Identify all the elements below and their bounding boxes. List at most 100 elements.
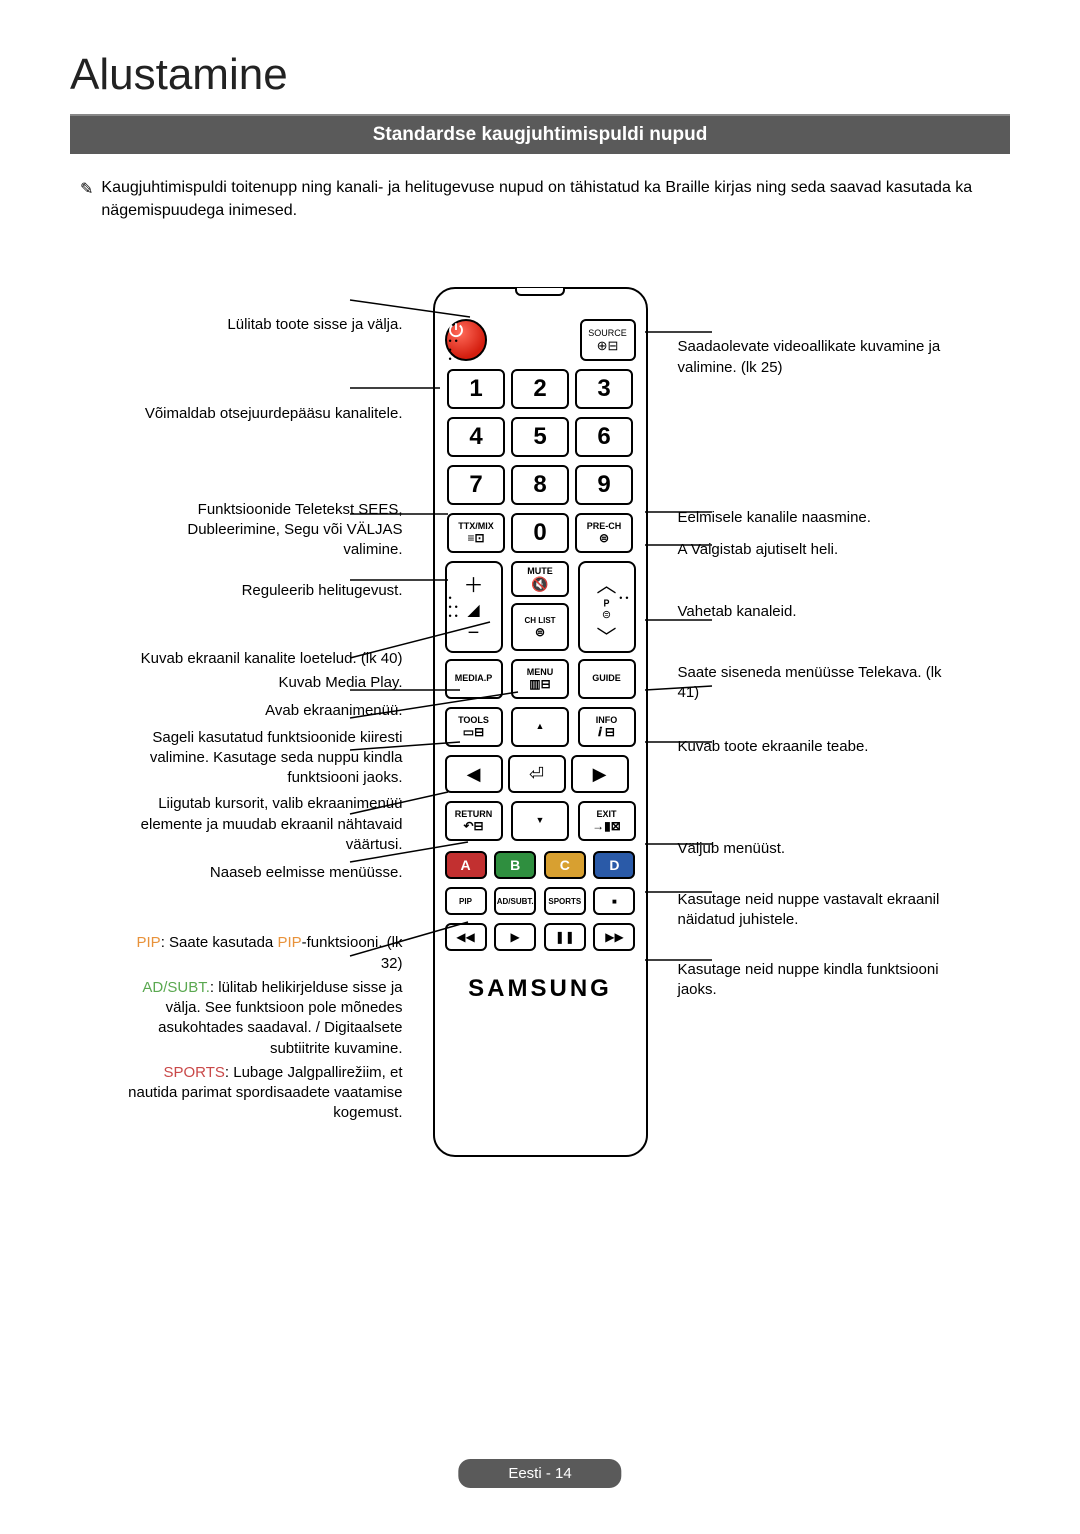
mute-button[interactable]: MUTE🔇 bbox=[511, 561, 569, 597]
callout-source: Saadaolevate videoallikate kuvamine ja v… bbox=[678, 337, 953, 378]
callout-ch: Vahetab kanaleid. bbox=[678, 602, 953, 622]
up-button[interactable]: ▲ bbox=[511, 707, 569, 747]
callout-menu: Avab ekraanimenüü. bbox=[128, 701, 403, 721]
vol-icon: ◢ bbox=[467, 600, 479, 620]
sports-button[interactable]: SPORTS bbox=[544, 887, 586, 915]
pip-button[interactable]: PIP bbox=[445, 887, 487, 915]
color-d-button[interactable]: D bbox=[593, 851, 635, 879]
source-button[interactable]: SOURCE ⊕⊟ bbox=[580, 319, 636, 361]
num-6-button[interactable]: 6 bbox=[575, 417, 633, 457]
braille-dots-ml: ••••• bbox=[449, 594, 461, 621]
callout-ttx: Funktsioonide Teletekst SEES, Dubleerimi… bbox=[128, 500, 403, 561]
callout-chlist: Kuvab ekraanil kanalite loetelud. (lk 40… bbox=[128, 649, 403, 669]
page-footer: Eesti - 14 bbox=[458, 1459, 621, 1488]
enter-button[interactable]: ⏎ bbox=[508, 755, 566, 793]
vol-down-icon: − bbox=[468, 622, 480, 645]
num-0-button[interactable]: 0 bbox=[511, 513, 569, 553]
mute-label: MUTE bbox=[527, 566, 553, 576]
tools-button[interactable]: TOOLS▭⊟ bbox=[445, 707, 503, 747]
ch-icon: ⊜ bbox=[602, 608, 611, 621]
tools-icon: ▭⊟ bbox=[463, 726, 484, 739]
braille-note: ✎ Kaugjuhtimispuldi toitenupp ning kanal… bbox=[70, 176, 1010, 222]
ttx-button[interactable]: TTX/MIX≡⊡ bbox=[447, 513, 505, 553]
forward-button[interactable]: ▶▶ bbox=[593, 923, 635, 951]
callout-return: Naaseb eelmisse menüüsse. bbox=[128, 863, 403, 883]
stop-button[interactable]: ■ bbox=[593, 887, 635, 915]
num-9-button[interactable]: 9 bbox=[575, 465, 633, 505]
guide-button[interactable]: GUIDE bbox=[578, 659, 636, 699]
num-8-button[interactable]: 8 bbox=[511, 465, 569, 505]
callout-extras: PIP: Saate kasutada PIP-funktsiooni. (lk… bbox=[128, 933, 403, 1123]
ttx-icon: ≡⊡ bbox=[467, 532, 484, 545]
color-c-button[interactable]: C bbox=[544, 851, 586, 879]
pip-text: : Saate kasutada bbox=[161, 934, 278, 951]
callout-power: Lülitab toote sisse ja välja. bbox=[128, 315, 403, 335]
vol-up-icon: ＋ bbox=[464, 569, 484, 598]
ir-notch bbox=[515, 288, 565, 296]
num-5-button[interactable]: 5 bbox=[511, 417, 569, 457]
page-title: Alustamine bbox=[70, 50, 1010, 100]
braille-dots-tl: •••• bbox=[449, 337, 461, 364]
chlist-icon: ⊜ bbox=[535, 625, 545, 639]
right-button[interactable]: ▶ bbox=[571, 755, 629, 793]
section-bar: Standardse kaugjuhtimispuldi nupud bbox=[70, 114, 1010, 154]
pip-label2: PIP bbox=[277, 934, 301, 951]
num-2-button[interactable]: 2 bbox=[511, 369, 569, 409]
callout-vol: Reguleerib helitugevust. bbox=[128, 581, 403, 601]
callout-numbers: Võimaldab otsejuurdepääsu kanalitele. bbox=[128, 404, 403, 424]
p-label: P bbox=[603, 598, 609, 609]
chlist-label: CH LIST bbox=[524, 616, 555, 625]
brand-logo: SAMSUNG bbox=[445, 975, 636, 1003]
note-text: Kaugjuhtimispuldi toitenupp ning kanali-… bbox=[101, 176, 990, 222]
mediap-button[interactable]: MEDIA.P bbox=[445, 659, 503, 699]
left-button[interactable]: ◀ bbox=[445, 755, 503, 793]
adsubt-button[interactable]: AD/SUBT. bbox=[494, 887, 536, 915]
pip-label: PIP bbox=[137, 934, 161, 951]
play-button[interactable]: ▶ bbox=[494, 923, 536, 951]
prech-button[interactable]: PRE-CH⊜ bbox=[575, 513, 633, 553]
pause-button[interactable]: ❚❚ bbox=[544, 923, 586, 951]
exit-button[interactable]: EXIT→▮⊠ bbox=[578, 801, 636, 841]
rewind-button[interactable]: ◀◀ bbox=[445, 923, 487, 951]
info-button[interactable]: INFO𝒊 ⊟ bbox=[578, 707, 636, 747]
left-callouts: Lülitab toote sisse ja välja. Võimaldab … bbox=[128, 287, 403, 1157]
color-a-button[interactable]: A bbox=[445, 851, 487, 879]
color-b-button[interactable]: B bbox=[494, 851, 536, 879]
num-3-button[interactable]: 3 bbox=[575, 369, 633, 409]
pip-text2: -funktsiooni. (lk 32) bbox=[302, 934, 403, 971]
source-icon: ⊕⊟ bbox=[597, 338, 619, 354]
ch-down-icon: ﹀ bbox=[597, 621, 617, 650]
menu-button[interactable]: MENU▥⊟ bbox=[511, 659, 569, 699]
num-4-button[interactable]: 4 bbox=[447, 417, 505, 457]
num-1-button[interactable]: 1 bbox=[447, 369, 505, 409]
callout-tools: Sageli kasutatud funktsioonide kiiresti … bbox=[128, 728, 403, 789]
callout-guide: Saate siseneda menüüsse Telekava. (lk 41… bbox=[678, 663, 953, 704]
callout-mute: A Vaigistab ajutiselt heli. bbox=[678, 540, 953, 560]
return-icon: ↶⊟ bbox=[463, 820, 483, 833]
ch-up-icon: ︿ bbox=[597, 569, 617, 598]
menu-icon: ▥⊟ bbox=[529, 678, 550, 691]
down-button[interactable]: ▼ bbox=[511, 801, 569, 841]
remote-diagram: Lülitab toote sisse ja välja. Võimaldab … bbox=[70, 262, 1010, 1157]
num-7-button[interactable]: 7 bbox=[447, 465, 505, 505]
callout-exit: Väljub menüüst. bbox=[678, 839, 953, 859]
right-callouts: Saadaolevate videoallikate kuvamine ja v… bbox=[678, 287, 953, 1157]
callout-colors: Kasutage neid nuppe vastavalt ekraanil n… bbox=[678, 890, 953, 931]
exit-icon: →▮⊠ bbox=[592, 820, 621, 833]
callout-play: Kasutage neid nuppe kindla funktsiooni j… bbox=[678, 960, 953, 1001]
prech-icon: ⊜ bbox=[599, 532, 609, 545]
note-icon: ✎ bbox=[80, 178, 93, 201]
callout-info: Kuvab toote ekraanile teabe. bbox=[678, 737, 953, 757]
callout-prech: Eelmisele kanalile naasmine. bbox=[678, 508, 953, 528]
braille-dots-mr: •• bbox=[619, 594, 631, 603]
return-button[interactable]: RETURN↶⊟ bbox=[445, 801, 503, 841]
chlist-button[interactable]: CH LIST⊜ bbox=[511, 603, 569, 651]
info-icon: 𝒊 ⊟ bbox=[598, 726, 615, 739]
channel-rocker[interactable]: ︿ P ⊜ ﹀ bbox=[578, 561, 636, 653]
sports-label: SPORTS bbox=[163, 1064, 224, 1081]
callout-cursor: Liigutab kursorit, valib ekraanimenüü el… bbox=[128, 794, 403, 855]
mute-icon: 🔇 bbox=[531, 576, 548, 593]
source-label: SOURCE bbox=[588, 328, 627, 338]
ad-label: AD/SUBT. bbox=[142, 979, 210, 996]
remote-body: •••• ••••• •• SOURCE ⊕⊟ 123 456 789 TTX/… bbox=[433, 287, 648, 1157]
